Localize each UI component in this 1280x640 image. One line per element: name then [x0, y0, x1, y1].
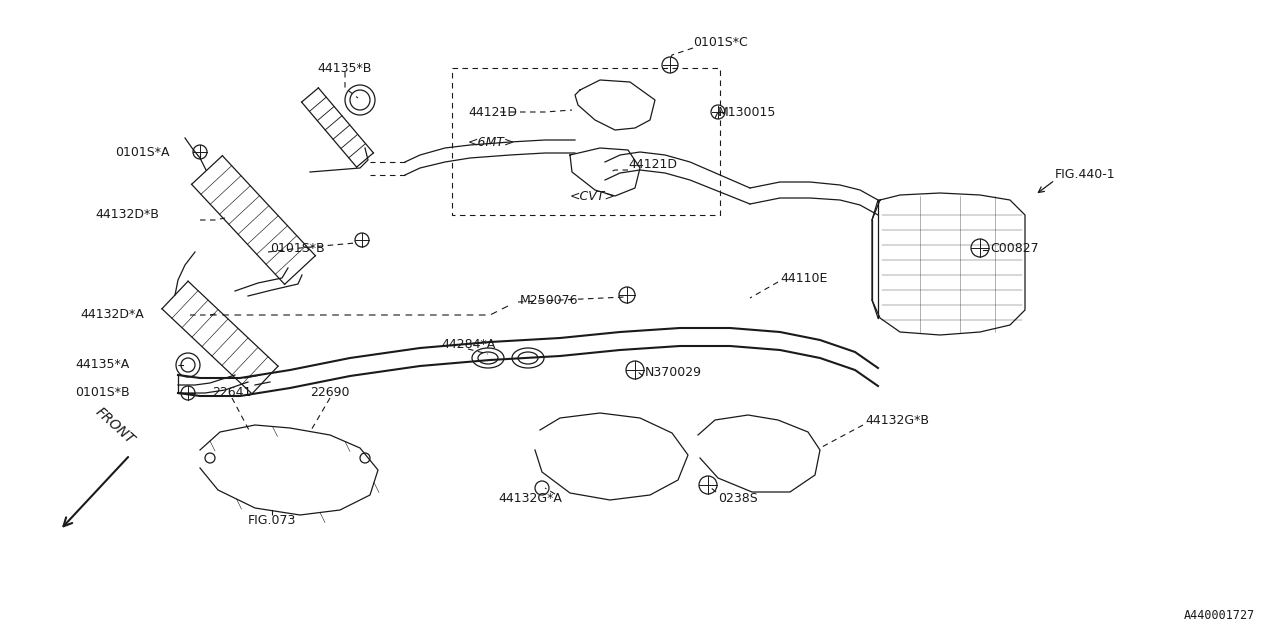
Text: 44135*A: 44135*A [76, 358, 129, 371]
Text: 44132D*A: 44132D*A [79, 308, 143, 321]
Text: 0101S*A: 0101S*A [115, 145, 169, 159]
Text: 22641: 22641 [212, 385, 252, 399]
Text: C00827: C00827 [989, 241, 1038, 255]
Text: <CVT>: <CVT> [570, 191, 616, 204]
Text: 44132G*B: 44132G*B [865, 413, 929, 426]
Text: 44284*A: 44284*A [440, 339, 495, 351]
Text: 0101S*C: 0101S*C [692, 35, 748, 49]
Text: 44121D: 44121D [628, 159, 677, 172]
Text: A440001727: A440001727 [1184, 609, 1254, 622]
Text: <6MT>: <6MT> [468, 136, 516, 150]
Text: N370029: N370029 [645, 365, 701, 378]
Text: 0238S: 0238S [718, 492, 758, 504]
Text: 44135*B: 44135*B [317, 61, 372, 74]
Text: 44132D*B: 44132D*B [95, 209, 159, 221]
Text: 44110E: 44110E [780, 271, 827, 285]
Text: FIG.440-1: FIG.440-1 [1055, 168, 1116, 182]
Text: 0101S*B: 0101S*B [76, 387, 129, 399]
Text: 44132G*A: 44132G*A [498, 492, 562, 504]
Text: M130015: M130015 [718, 106, 777, 118]
Text: 22690: 22690 [310, 385, 349, 399]
Text: M250076: M250076 [520, 294, 579, 307]
Text: 44121D: 44121D [468, 106, 517, 118]
Text: 0101S*B: 0101S*B [270, 241, 325, 255]
Text: FRONT: FRONT [92, 405, 137, 447]
Text: FIG.073: FIG.073 [248, 513, 296, 527]
